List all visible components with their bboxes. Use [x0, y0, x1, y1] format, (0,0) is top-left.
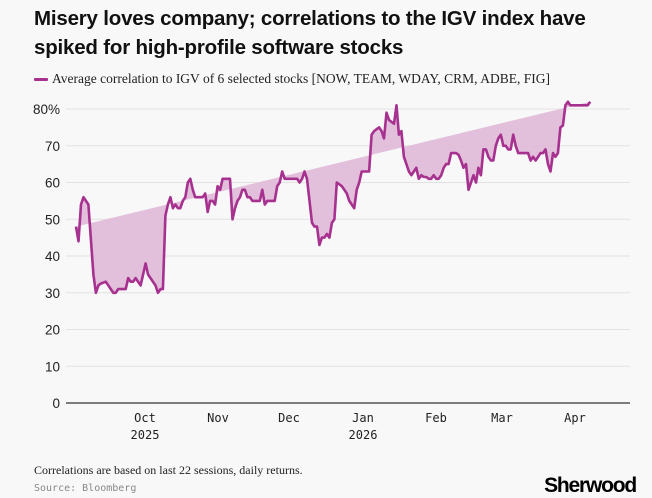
legend-label: Average correlation to IGV of 6 selected…: [52, 71, 550, 86]
x-tick-label: Feb: [425, 411, 447, 425]
footnote: Correlations are based on last 22 sessio…: [34, 463, 303, 477]
x-tick-label: Dec: [278, 411, 300, 425]
y-tick-label: 70: [45, 139, 60, 154]
legend-swatch: [34, 77, 48, 81]
y-tick-label: 30: [45, 286, 60, 301]
y-tick-label: 20: [45, 323, 60, 338]
x-tick-label: Oct: [134, 411, 156, 425]
series-line: [74, 100, 592, 295]
chart-title: Misery loves company; correlations to th…: [34, 7, 586, 59]
legend: Average correlation to IGV of 6 selected…: [34, 71, 550, 87]
x-axis-ticks: Oct 2025 Nov Dec Jan 2026 Feb Mar Apr: [131, 411, 586, 442]
x-tick-label: Apr: [564, 411, 586, 425]
y-tick-label: 50: [45, 212, 60, 227]
y-tick-label: 0: [52, 396, 60, 411]
x-tick-label: Mar: [491, 411, 513, 425]
series-area-fill: [76, 101, 591, 293]
y-tick-label: 10: [45, 359, 60, 374]
y-tick-label: 60: [45, 176, 60, 191]
x-tick-label: Nov: [207, 411, 229, 425]
y-tick-label: 40: [45, 249, 60, 264]
y-tick-label: 80%: [33, 102, 60, 117]
x-tick-label: Jan: [352, 411, 374, 425]
x-tick-year-label: 2026: [349, 428, 378, 442]
y-axis-ticks: 0 10 20 30 40 50 60 70 80%: [33, 102, 60, 411]
source-note: Source: Bloomberg: [34, 483, 137, 494]
brand-logo: Sherwood: [544, 474, 637, 497]
x-tick-year-label: 2025: [131, 428, 160, 442]
